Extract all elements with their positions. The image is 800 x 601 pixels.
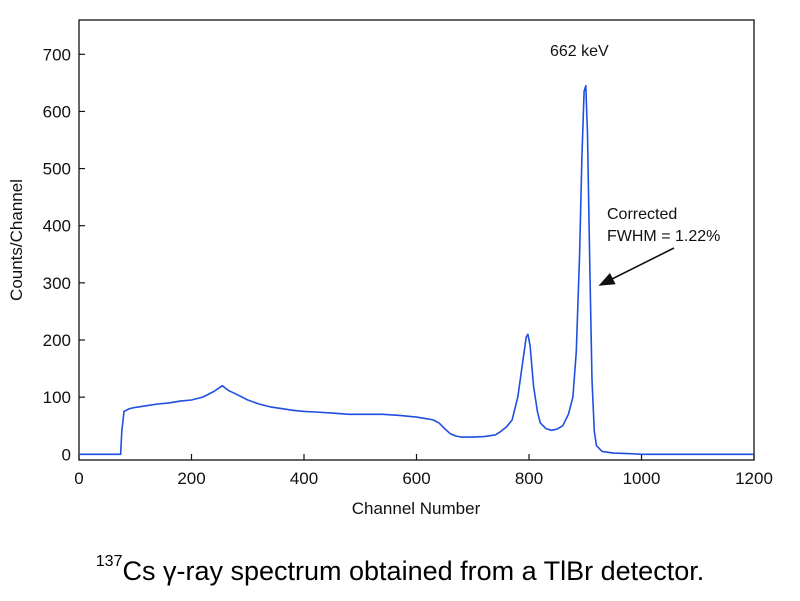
plot-area: 0 200 400 600 800 1000 1200 0 100 200 300 400 500 60…: [43, 19, 773, 488]
x-tick-label: 600: [402, 469, 430, 488]
peak-annotation: 662 keV: [550, 43, 609, 60]
fwhm-annotation-line1: Corrected: [607, 206, 677, 223]
x-tick-label: 400: [290, 469, 318, 488]
figure-caption: 137Cs γ-ray spectrum obtained from a TlB…: [0, 553, 800, 587]
y-axis-ticks: 0 100 200 300 400 500 600 700: [43, 45, 85, 464]
x-axis-ticks: 0 200 400 600 800 1000 1200: [74, 454, 773, 488]
x-tick-label: 0: [74, 469, 83, 488]
caption-text: Cs γ-ray spectrum obtained from a TlBr d…: [122, 556, 705, 586]
x-tick-label: 1000: [623, 469, 661, 488]
fwhm-arrow: [598, 247, 675, 286]
spectrum-line: [79, 84, 754, 456]
y-tick-label: 600: [43, 102, 71, 121]
fwhm-annotation-line2: FWHM = 1.22%: [607, 228, 720, 245]
x-tick-label: 1200: [735, 469, 773, 488]
isotope-mass-number: 137: [95, 553, 123, 570]
y-tick-label: 700: [43, 45, 71, 64]
y-tick-label: 100: [43, 388, 71, 407]
x-tick-label: 800: [515, 469, 543, 488]
y-tick-label: 500: [43, 160, 71, 179]
y-tick-label: 300: [43, 274, 71, 293]
y-tick-label: 200: [43, 331, 71, 350]
y-tick-label: 0: [62, 445, 71, 464]
y-tick-label: 400: [43, 217, 71, 236]
spectrum-chart: 0 200 400 600 800 1000 1200 0 100 200 300 400 500 60…: [7, 19, 773, 518]
x-tick-label: 200: [177, 469, 205, 488]
y-axis-label: Counts/Channel: [7, 179, 26, 301]
x-axis-label: Channel Number: [352, 499, 481, 518]
